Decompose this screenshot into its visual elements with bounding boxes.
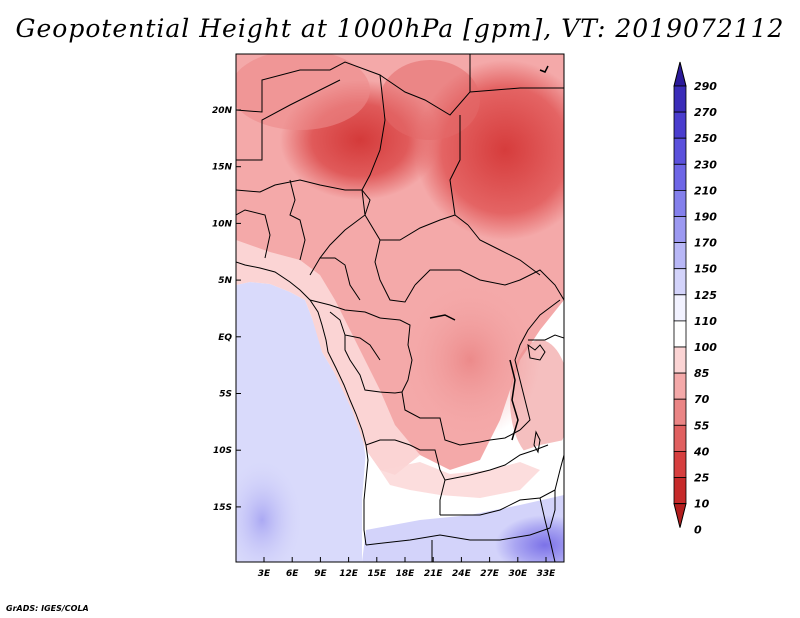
latitude-axis: 20N 15N 10N 5N EQ 5S 10S 15S bbox=[212, 106, 241, 513]
lat-label: 20N bbox=[212, 106, 233, 116]
colorbar-label: 230 bbox=[694, 158, 717, 171]
colorbar-segment bbox=[673, 268, 687, 296]
colorbar-label: 270 bbox=[694, 106, 717, 119]
lat-label: EQ bbox=[218, 333, 232, 343]
colorbar-label: 100 bbox=[694, 341, 717, 354]
chart-title: Geopotential Height at 1000hPa [gpm], VT… bbox=[15, 14, 785, 43]
colorbar-label: 70 bbox=[694, 393, 710, 406]
colorbar-segment bbox=[673, 242, 687, 270]
lon-label: 9E bbox=[314, 569, 327, 579]
colorbar-segment bbox=[673, 320, 687, 348]
colorbar-label: 170 bbox=[694, 237, 717, 250]
colorbar-segment bbox=[673, 450, 687, 478]
colorbar-segment bbox=[673, 189, 687, 217]
lon-label: 6E bbox=[286, 569, 299, 579]
colorbar-segment bbox=[673, 477, 687, 505]
lon-label: 3E bbox=[258, 569, 271, 579]
longitude-axis: 3E 6E 9E 12E 15E 18E 21E 24E 27E 30E 33E bbox=[258, 557, 556, 579]
lon-label: 15E bbox=[367, 569, 387, 579]
colorbar-label: 250 bbox=[694, 132, 717, 145]
colorbar-segment bbox=[673, 398, 687, 426]
lat-label: 5N bbox=[218, 276, 232, 286]
lat-label: 15S bbox=[213, 503, 232, 513]
grads-credit: GrADS: IGES/COLA bbox=[6, 604, 89, 613]
colorbar-label: 40 bbox=[693, 445, 710, 458]
colorbar-label: 125 bbox=[694, 289, 717, 302]
colorbar-label: 25 bbox=[694, 472, 710, 485]
colorbar: 2902702502302101901701501251101008570554… bbox=[673, 61, 717, 537]
lat-label: 15N bbox=[212, 163, 233, 173]
colorbar-label: 190 bbox=[694, 211, 717, 224]
country-borders bbox=[236, 54, 564, 562]
colorbar-label: 55 bbox=[694, 419, 710, 432]
colorbar-segment bbox=[673, 372, 687, 400]
lon-label: 27E bbox=[480, 569, 500, 579]
land-coastal-pale bbox=[236, 240, 420, 475]
lon-label: 18E bbox=[396, 569, 416, 579]
lat-label: 10N bbox=[212, 219, 233, 229]
colorbar-segment bbox=[673, 137, 687, 165]
map-field bbox=[236, 54, 564, 562]
colorbar-label: 150 bbox=[694, 263, 717, 276]
lon-label: 21E bbox=[424, 569, 444, 579]
lon-label: 12E bbox=[339, 569, 359, 579]
colorbar-segment bbox=[673, 85, 687, 113]
lon-label: 30E bbox=[508, 569, 528, 579]
lat-label: 10S bbox=[213, 446, 232, 456]
colorbar-label: 0 bbox=[694, 524, 702, 537]
colorbar-label: 85 bbox=[694, 367, 710, 380]
colorbar-label: 10 bbox=[694, 498, 710, 511]
colorbar-segment bbox=[673, 163, 687, 191]
colorbar-bottom-arrow bbox=[673, 503, 687, 528]
colorbar-label: 290 bbox=[694, 80, 717, 93]
lon-label: 33E bbox=[537, 569, 557, 579]
colorbar-label: 110 bbox=[694, 315, 717, 328]
colorbar-segment bbox=[673, 346, 687, 374]
colorbar-segment bbox=[673, 294, 687, 322]
map-frame bbox=[235, 53, 565, 563]
colorbar-segment bbox=[673, 424, 687, 452]
lat-label: 5S bbox=[219, 390, 232, 400]
colorbar-label: 210 bbox=[694, 184, 717, 197]
colorbar-top-arrow bbox=[673, 61, 687, 87]
colorbar-segment bbox=[673, 216, 687, 244]
colorbar-segment bbox=[673, 111, 687, 139]
lon-label: 24E bbox=[452, 569, 472, 579]
